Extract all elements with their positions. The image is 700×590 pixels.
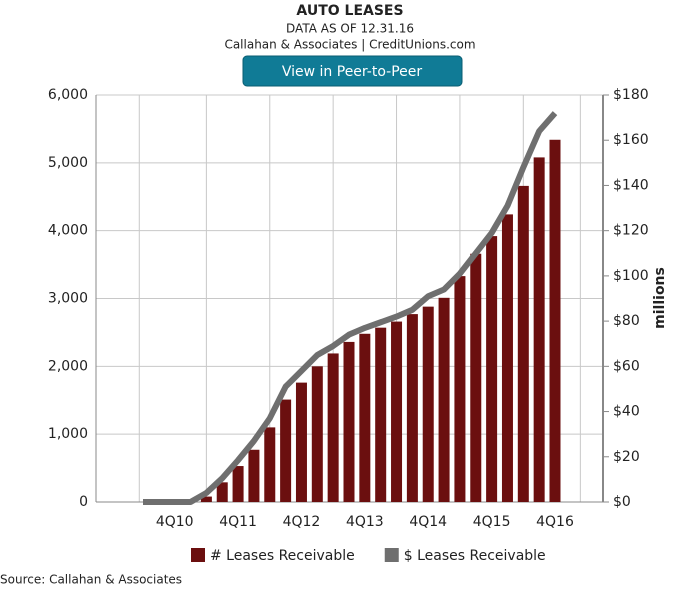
chart-credit: Callahan & Associates | CreditUnions.com [224, 38, 475, 52]
bar [343, 341, 355, 502]
button-label[interactable]: View in Peer-to-Peer [282, 64, 423, 80]
y2-tick-label: $80 [613, 313, 640, 329]
y-tick-label: 6,000 [48, 87, 88, 103]
y-tick-label: 3,000 [48, 291, 88, 307]
bar [470, 253, 482, 502]
source-note: Source: Callahan & Associates [0, 573, 182, 587]
button-bg[interactable] [242, 55, 463, 87]
legend-label: $ Leases Receivable [404, 548, 546, 564]
bar [391, 321, 403, 502]
y-tick-label: 0 [79, 494, 88, 510]
y2-tick-label: $0 [613, 494, 631, 510]
legend-label: # Leases Receivable [210, 548, 355, 564]
y2-tick-label: $40 [613, 404, 640, 420]
x-tick-label: 4Q15 [473, 514, 511, 530]
x-tick-label: 4Q10 [156, 514, 194, 530]
bar [327, 353, 339, 502]
bar [517, 185, 529, 502]
y2-tick-label: $140 [613, 177, 649, 193]
x-tick-label: 4Q12 [283, 514, 321, 530]
bar [549, 139, 561, 502]
bar [359, 333, 371, 502]
bar [264, 427, 276, 502]
y-tick-label: 2,000 [48, 358, 88, 374]
y2-tick-label: $20 [613, 449, 640, 465]
bar [454, 276, 466, 502]
bar [501, 214, 513, 503]
bar [438, 297, 450, 502]
bar [216, 482, 228, 502]
x-tick-label: 4Q13 [346, 514, 384, 530]
x-tick-label: 4Q14 [409, 514, 447, 530]
peer-button[interactable]: View in Peer-to-Peer [242, 55, 463, 87]
bar [486, 236, 498, 503]
line [143, 111, 558, 505]
bar [533, 157, 545, 502]
bar [280, 399, 292, 502]
bar [200, 496, 212, 502]
y2-tick-label: $180 [613, 87, 649, 103]
legend-swatch [384, 548, 399, 562]
bar [232, 466, 244, 502]
legend-swatch [191, 548, 205, 562]
y2-tick-label: $120 [613, 223, 649, 239]
chart-title: AUTO LEASES [296, 3, 403, 19]
y-tick-label: 4,000 [48, 223, 88, 239]
y2-tick-label: $100 [613, 268, 649, 284]
x-tick-label: 4Q11 [219, 514, 257, 530]
bar [375, 327, 387, 502]
bar [295, 382, 307, 502]
bar [311, 366, 323, 502]
y-tick-label: 1,000 [48, 426, 88, 442]
y2-tick-label: $60 [613, 358, 640, 374]
bar [406, 314, 418, 502]
x-tick-label: 4Q16 [536, 514, 574, 530]
bar [248, 449, 260, 502]
chart-subtitle: DATA AS OF 12.31.16 [286, 22, 414, 36]
y2-axis-label: millions [652, 267, 668, 329]
bar [422, 306, 434, 502]
y2-tick-label: $160 [613, 132, 649, 148]
y-tick-label: 5,000 [48, 155, 88, 171]
